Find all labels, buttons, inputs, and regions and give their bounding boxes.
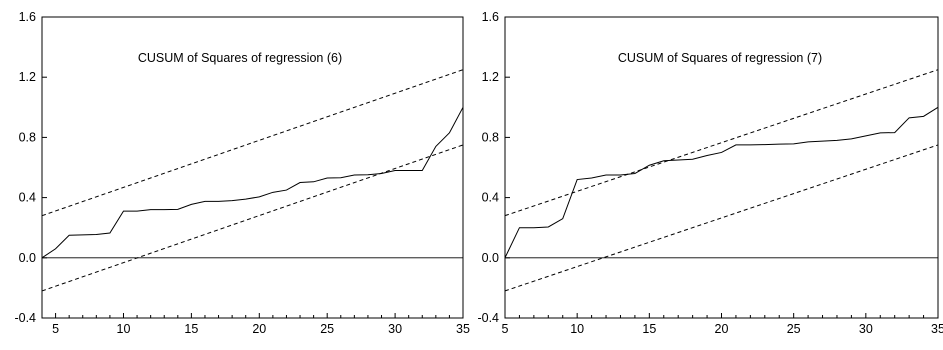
y-tick-label: 1.6 xyxy=(19,10,36,24)
chart-title: CUSUM of Squares of regression (7) xyxy=(618,51,822,65)
x-tick-label: 5 xyxy=(502,322,509,336)
y-tick-label: -0.4 xyxy=(14,311,36,325)
chart-title: CUSUM of Squares of regression (6) xyxy=(138,51,342,65)
y-tick-label: 0.0 xyxy=(19,251,36,265)
chart-cusum-regression-7: -0.4 0.0 0.4 0.8 1.2 1.6 5 10 15 20 25 30 35 CUSUM of… xyxy=(477,10,943,336)
y-tick-label: 0.8 xyxy=(19,130,36,144)
lower-bound-line xyxy=(41,144,464,292)
x-tick-label: 25 xyxy=(787,322,801,336)
x-tick-label: 10 xyxy=(117,322,131,336)
lower-bound-line xyxy=(504,144,939,292)
x-tick-label: 25 xyxy=(320,322,334,336)
x-tick-label: 30 xyxy=(388,322,402,336)
upper-bound-line xyxy=(41,69,464,217)
x-tick-label: 10 xyxy=(570,322,584,336)
upper-bound-line xyxy=(504,69,939,217)
y-tick-label: -0.4 xyxy=(477,311,499,325)
x-tick-label: 15 xyxy=(642,322,656,336)
x-tick-label: 20 xyxy=(715,322,729,336)
x-tick-label: 5 xyxy=(52,322,59,336)
y-tick-label: 0.0 xyxy=(482,251,499,265)
y-tick-label: 1.2 xyxy=(19,70,36,84)
y-tick-label: 1.2 xyxy=(482,70,499,84)
x-tick-label: 30 xyxy=(859,322,873,336)
y-tick-label: 0.4 xyxy=(482,191,499,205)
cusum-squares-line xyxy=(504,106,939,259)
y-tick-label: 0.8 xyxy=(482,130,499,144)
plot-frame xyxy=(41,16,464,319)
y-tick-label: 1.6 xyxy=(482,10,499,24)
x-tick-label: 35 xyxy=(931,322,943,336)
x-tick-label: 15 xyxy=(184,322,198,336)
x-tick-label: 35 xyxy=(456,322,470,336)
y-tick-label: 0.4 xyxy=(19,191,36,205)
chart-cusum-regression-6: -0.4 0.0 0.4 0.8 1.2 1.6 5 10 15 20 25 30 35 CUSUM of… xyxy=(14,10,470,336)
cusum-squares-line xyxy=(41,107,464,259)
x-tick-label: 20 xyxy=(252,322,266,336)
